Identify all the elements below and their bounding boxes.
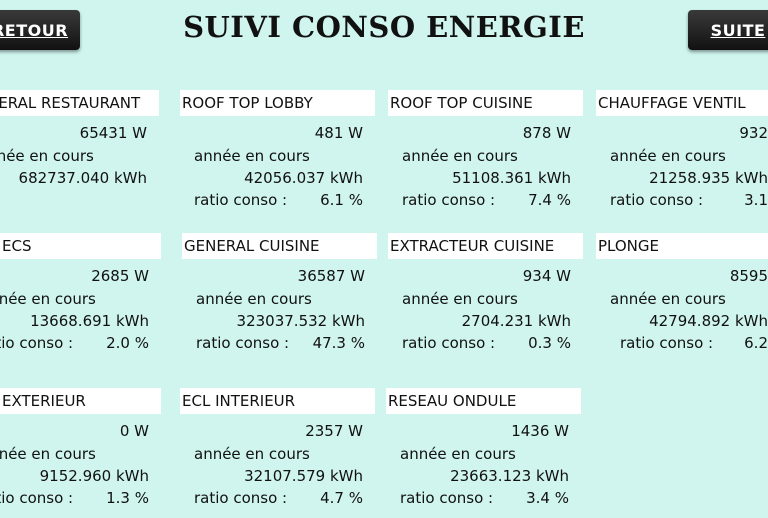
panel-name: EXTRACTEUR CUISINE bbox=[388, 233, 583, 259]
panel-ratio-label: ratio conso : bbox=[0, 334, 74, 352]
page-title: SUIVI CONSO ENERGIE bbox=[183, 10, 585, 44]
panel-power: 481 W bbox=[314, 124, 363, 142]
panel-energy: 13668.691 kWh bbox=[30, 312, 149, 330]
panel-year-label: année en cours bbox=[402, 147, 518, 165]
panel-energy: 323037.532 kWh bbox=[236, 312, 365, 330]
panel-power: 2357 W bbox=[305, 422, 363, 440]
panel-name: ROOF TOP LOBBY bbox=[180, 90, 375, 116]
panel-power: 1436 W bbox=[511, 422, 569, 440]
panel-general-restaurant: GENERAL RESTAURANT 65431 W année en cour… bbox=[0, 90, 159, 220]
panel-name: CHAUFFAGE VENTIL bbox=[596, 90, 768, 116]
panel-year-label: année en cours bbox=[402, 290, 518, 308]
panel-energy: 32107.579 kWh bbox=[244, 467, 363, 485]
panel-ratio: 4.7 % bbox=[320, 489, 363, 507]
panel-ratio: 7.4 % bbox=[528, 191, 571, 209]
panel-ratio: 6.1 % bbox=[320, 191, 363, 209]
panel-name: PLONGE bbox=[596, 233, 768, 259]
panel-year-label: année en cours bbox=[610, 147, 726, 165]
panel-ecl-interieur: ECL INTERIEUR 2357 W année en cours 3210… bbox=[180, 388, 375, 518]
panel-ratio-label: ratio conso : bbox=[402, 334, 496, 352]
panel-power: 0 W bbox=[119, 422, 149, 440]
panel-year-label: année en cours bbox=[0, 147, 94, 165]
panel-ratio-label: ratio conso : bbox=[402, 191, 496, 209]
panel-plonge: PLONGE 8595 année en cours 42794.892 kWh… bbox=[596, 233, 768, 363]
panel-reseau-ondule: RESEAU ONDULE 1436 W année en cours 2366… bbox=[386, 388, 581, 518]
panel-name: EXTERIEUR bbox=[0, 388, 161, 414]
panel-name: ROOF TOP CUISINE bbox=[388, 90, 583, 116]
panel-year-label: année en cours bbox=[0, 445, 96, 463]
back-button[interactable]: RETOUR bbox=[0, 10, 80, 50]
panel-name: ECS bbox=[0, 233, 161, 259]
panel-energy: 9152.960 kWh bbox=[39, 467, 149, 485]
panel-ratio: 0.3 % bbox=[528, 334, 571, 352]
panel-ratio-label: ratio conso : bbox=[400, 489, 494, 507]
panel-name: RESEAU ONDULE bbox=[386, 388, 581, 414]
panel-ratio-label: ratio conso : bbox=[620, 334, 714, 352]
panel-power: 8595 bbox=[729, 267, 768, 285]
panel-roof-top-cuisine: ROOF TOP CUISINE 878 W année en cours 51… bbox=[388, 90, 583, 220]
panel-ratio-label: ratio conso : bbox=[194, 191, 288, 209]
panel-power: 2685 W bbox=[91, 267, 149, 285]
panel-ratio-label: ratio conso : bbox=[194, 489, 288, 507]
panel-roof-top-lobby: ROOF TOP LOBBY 481 W année en cours 4205… bbox=[180, 90, 375, 220]
panel-ratio-label: ratio conso : bbox=[0, 489, 74, 507]
panel-year-label: année en cours bbox=[194, 445, 310, 463]
panel-year-label: année en cours bbox=[0, 290, 96, 308]
panel-ratio: 3.1 bbox=[744, 191, 768, 209]
panel-ratio-label: ratio conso : bbox=[610, 191, 704, 209]
panel-name: GENERAL RESTAURANT bbox=[0, 90, 159, 116]
panel-name: GENERAL CUISINE bbox=[182, 233, 377, 259]
panel-ratio-label: ratio conso : bbox=[196, 334, 290, 352]
panel-year-label: année en cours bbox=[400, 445, 516, 463]
panel-general-cuisine: GENERAL CUISINE 36587 W année en cours 3… bbox=[182, 233, 377, 363]
panel-ratio: 3.4 % bbox=[526, 489, 569, 507]
panel-power: 932 bbox=[739, 124, 768, 142]
panel-ratio: 6.2 bbox=[744, 334, 768, 352]
panel-energy: 23663.123 kWh bbox=[450, 467, 569, 485]
panel-energy: 42794.892 kWh bbox=[649, 312, 768, 330]
panel-ratio: 47.3 % bbox=[312, 334, 365, 352]
panel-power: 934 W bbox=[522, 267, 571, 285]
panel-exterieur: EXTERIEUR 0 W année en cours 9152.960 kW… bbox=[0, 388, 161, 518]
panel-ratio: 2.0 % bbox=[106, 334, 149, 352]
panel-extracteur-cuisine: EXTRACTEUR CUISINE 934 W année en cours … bbox=[388, 233, 583, 363]
panel-ratio: 1.3 % bbox=[106, 489, 149, 507]
panel-energy: 42056.037 kWh bbox=[244, 169, 363, 187]
panel-year-label: année en cours bbox=[196, 290, 312, 308]
panel-year-label: année en cours bbox=[610, 290, 726, 308]
panel-chauffage-ventil: CHAUFFAGE VENTIL 932 année en cours 2125… bbox=[596, 90, 768, 220]
panel-energy: 2704.231 kWh bbox=[461, 312, 571, 330]
panel-energy: 51108.361 kWh bbox=[452, 169, 571, 187]
next-button[interactable]: SUITE bbox=[688, 10, 768, 50]
panel-power: 878 W bbox=[522, 124, 571, 142]
panel-name: ECL INTERIEUR bbox=[180, 388, 375, 414]
panel-energy: 21258.935 kWh bbox=[649, 169, 768, 187]
panel-energy: 682737.040 kWh bbox=[18, 169, 147, 187]
panel-year-label: année en cours bbox=[194, 147, 310, 165]
panel-power: 65431 W bbox=[79, 124, 147, 142]
panel-ecs: ECS 2685 W année en cours 13668.691 kWh … bbox=[0, 233, 161, 363]
panel-power: 36587 W bbox=[297, 267, 365, 285]
